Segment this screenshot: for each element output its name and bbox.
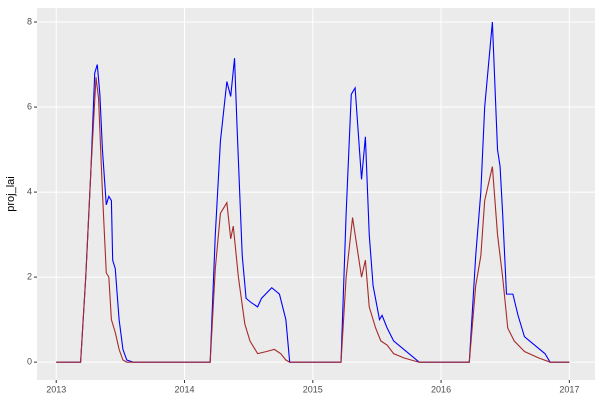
y-tick-label: 8 — [27, 16, 32, 26]
line — [56, 77, 570, 363]
y-tick-label: 4 — [27, 186, 32, 196]
x-tick-label: 2017 — [559, 384, 579, 394]
line — [56, 21, 570, 363]
y-axis-label: proj_lai — [5, 176, 17, 211]
x-tick-label: 2015 — [303, 384, 323, 394]
y-tick-label: 2 — [27, 271, 32, 281]
panel — [37, 8, 595, 380]
y-tick-label: 0 — [27, 357, 32, 367]
x-tick-label: 2016 — [431, 384, 451, 394]
x-tick-label: 2013 — [46, 384, 66, 394]
x-tick-label: 2014 — [175, 384, 195, 394]
y-tick-label: 6 — [27, 101, 32, 111]
